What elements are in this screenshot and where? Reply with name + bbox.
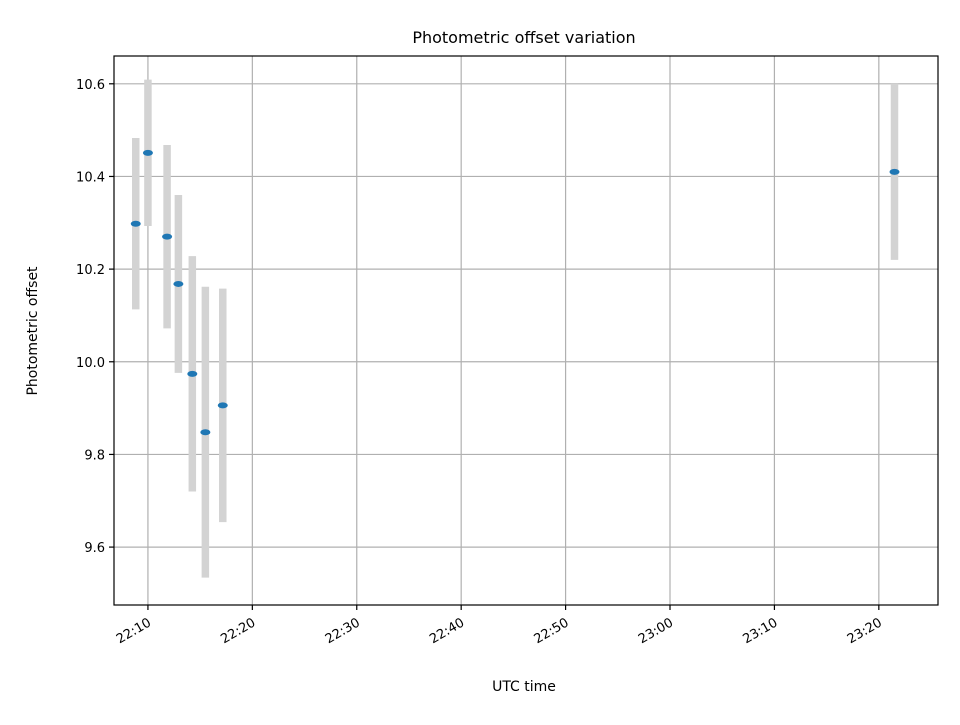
data-point [200,429,211,436]
x-axis-label: UTC time [492,679,556,695]
data-point [130,220,141,227]
y-tick-label: 9.6 [84,541,105,556]
data-point [173,280,184,287]
chart-title: Photometric offset variation [412,28,635,47]
data-point [889,168,900,175]
grid-layer [114,56,938,605]
data-point [217,402,228,409]
plot-area-frame [113,55,939,606]
y-tick-label: 10.6 [76,78,105,93]
data-point [162,233,173,240]
y-tick-label: 10.2 [76,263,105,278]
y-tick-label: 9.8 [84,448,105,463]
y-axis-label: Photometric offset [25,266,41,396]
point-layer [130,149,900,436]
y-tick-label: 10.4 [76,170,105,185]
data-point [187,370,198,377]
data-point [142,149,153,156]
y-tick-label: 10.0 [76,356,105,371]
